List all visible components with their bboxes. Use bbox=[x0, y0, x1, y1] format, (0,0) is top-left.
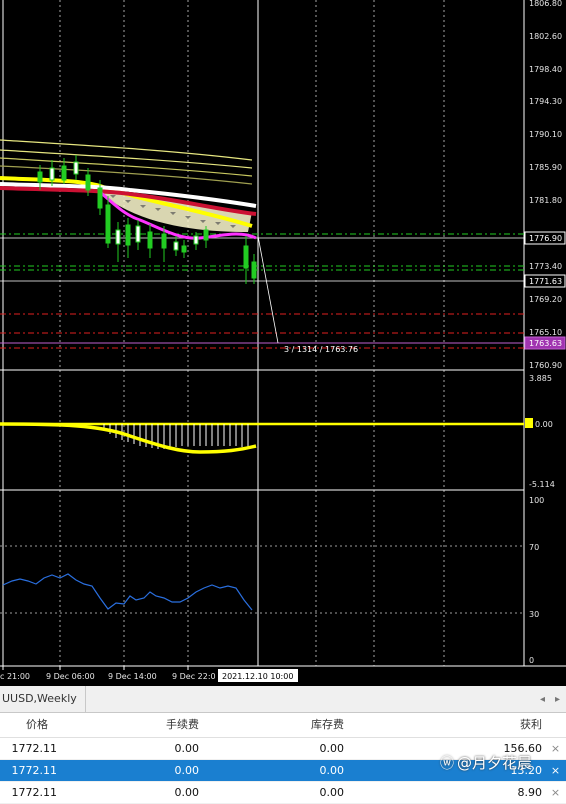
cell-profit: 8.90 bbox=[517, 786, 543, 799]
header-commission[interactable]: 手续费 bbox=[166, 718, 199, 731]
macd-axis-bottom: -5.114 bbox=[529, 480, 555, 489]
rsi-tick: 100 bbox=[529, 496, 544, 505]
cell-commission: 0.00 bbox=[174, 764, 200, 777]
time-axis: c 21:00 9 Dec 06:00 9 Dec 14:00 9 Dec 22… bbox=[0, 666, 216, 681]
macd-histogram bbox=[103, 424, 249, 449]
cell-profit: 156.60 bbox=[503, 742, 543, 755]
tab-bar: UUSD,Weekly ◂ ▸ bbox=[0, 686, 566, 713]
price-tick: 1802.60 bbox=[529, 32, 562, 41]
terminal-panel: UUSD,Weekly ◂ ▸ 价格 手续费 库存费 获利 1772.11 0.… bbox=[0, 686, 566, 804]
watermark-text: @月夕花晨 bbox=[457, 754, 533, 772]
cell-price: 1772.11 bbox=[11, 742, 58, 755]
rsi-line bbox=[2, 573, 253, 611]
time-tick: c 21:00 bbox=[0, 672, 30, 681]
close-icon[interactable]: × bbox=[550, 742, 561, 755]
table-row[interactable]: 1772.11 0.00 0.00 13.20 × bbox=[0, 760, 566, 782]
time-tick: 9 Dec 14:00 bbox=[108, 672, 157, 681]
price-axis: 1806.80 1802.60 1798.40 1794.30 1790.10 … bbox=[529, 0, 562, 370]
ma-fill-area bbox=[100, 190, 252, 232]
close-icon[interactable]: × bbox=[550, 764, 561, 777]
price-tag-level-b: 1763.63 bbox=[529, 339, 562, 348]
rsi-tick: 0 bbox=[529, 656, 534, 665]
price-tick: 1765.10 bbox=[529, 328, 562, 337]
price-tick: 1794.30 bbox=[529, 97, 562, 106]
ma-red bbox=[0, 186, 257, 216]
tab-nav: ◂ ▸ bbox=[540, 686, 560, 712]
candles bbox=[37, 155, 257, 284]
cell-swap: 0.00 bbox=[319, 786, 345, 799]
ma-magenta bbox=[99, 190, 257, 240]
price-tick: 1798.40 bbox=[529, 65, 562, 74]
chevron-left-icon[interactable]: ◂ bbox=[539, 693, 545, 705]
rsi-tick: 70 bbox=[529, 543, 539, 552]
moving-averages bbox=[0, 139, 253, 185]
time-highlight: 2021.12.10 10:00 bbox=[222, 672, 293, 681]
cell-profit: 13.20 bbox=[510, 764, 543, 777]
tab-symbol[interactable]: UUSD,Weekly bbox=[0, 686, 86, 712]
header-swap[interactable]: 库存费 bbox=[311, 718, 344, 731]
macd-signal-line bbox=[0, 422, 257, 454]
price-tick: 1806.80 bbox=[529, 0, 562, 8]
price-tick: 1760.90 bbox=[529, 361, 562, 370]
watermark: ⓦ @月夕花晨 bbox=[440, 752, 532, 773]
cell-swap: 0.00 bbox=[319, 742, 345, 755]
price-tag-level-a: 1776.90 bbox=[529, 234, 562, 243]
cell-price: 1772.11 bbox=[11, 786, 58, 799]
close-icon[interactable]: × bbox=[550, 786, 561, 799]
price-tick: 1785.90 bbox=[529, 163, 562, 172]
price-tick: 1790.10 bbox=[529, 130, 562, 139]
ma-white bbox=[0, 182, 257, 208]
time-tick: 9 Dec 06:00 bbox=[46, 672, 95, 681]
cell-commission: 0.00 bbox=[174, 786, 200, 799]
weibo-icon: ⓦ bbox=[440, 755, 454, 772]
price-tick: 1781.80 bbox=[529, 196, 562, 205]
table-header: 价格 手续费 库存费 获利 bbox=[0, 713, 566, 738]
time-tick: 9 Dec 22:0 bbox=[172, 672, 216, 681]
trading-chart[interactable]: 3 / 1314 / 1763.76 1806.80 1802.60 1798.… bbox=[0, 0, 566, 686]
macd-axis-top: 3.885 bbox=[529, 374, 552, 383]
table-row[interactable]: 1772.11 0.00 0.00 156.60 × bbox=[0, 738, 566, 760]
macd-axis-zero: 0.00 bbox=[535, 420, 553, 429]
chevron-right-icon[interactable]: ▸ bbox=[554, 693, 560, 705]
price-tag-current: 1771.63 bbox=[529, 277, 562, 286]
header-price[interactable]: 价格 bbox=[26, 718, 48, 731]
crosshair-label: 3 / 1314 / 1763.76 bbox=[284, 345, 358, 354]
rsi-tick: 30 bbox=[529, 610, 539, 619]
cell-swap: 0.00 bbox=[319, 764, 345, 777]
price-tick: 1769.20 bbox=[529, 295, 562, 304]
header-profit[interactable]: 获利 bbox=[520, 718, 542, 731]
price-tick: 1773.40 bbox=[529, 262, 562, 271]
cell-price: 1772.11 bbox=[11, 764, 58, 777]
cell-commission: 0.00 bbox=[174, 742, 200, 755]
